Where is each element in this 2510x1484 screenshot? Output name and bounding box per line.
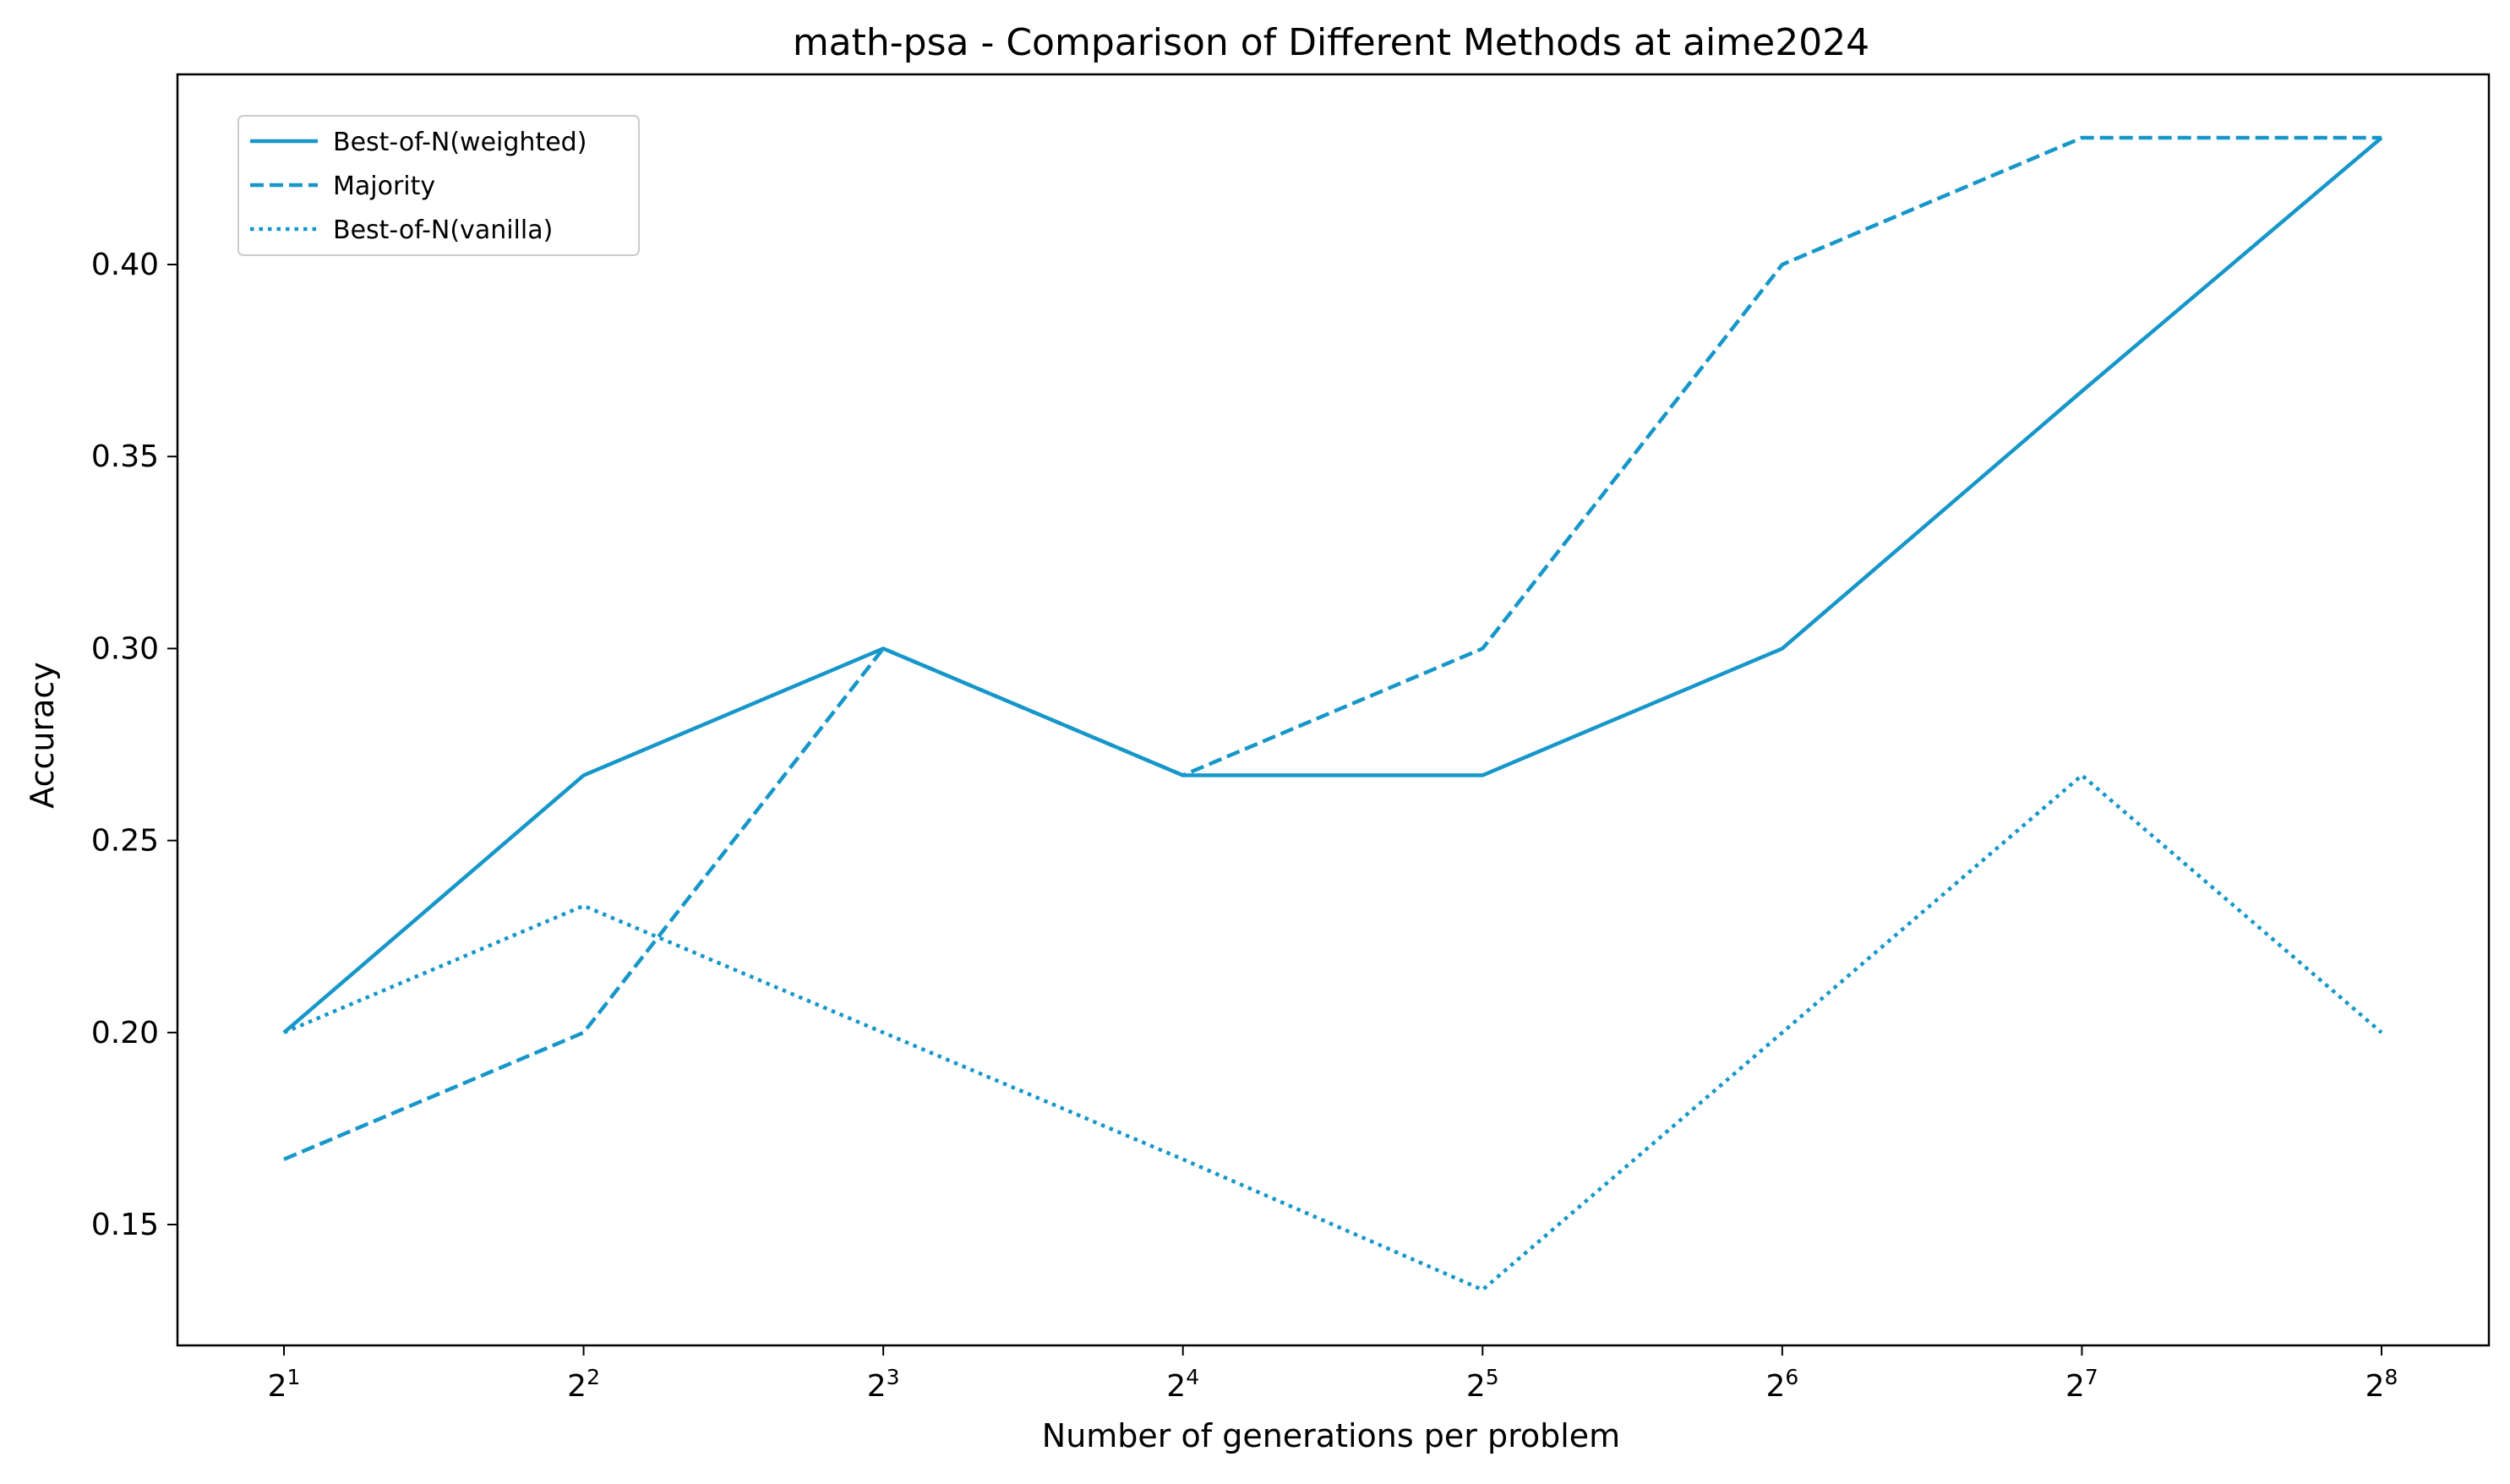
x-tick-label: 28 (2365, 1365, 2398, 1404)
y-tick-label: 0.40 (91, 248, 159, 282)
legend-label: Best-of-N(weighted) (333, 128, 587, 157)
legend-label: Best-of-N(vanilla) (333, 216, 553, 245)
x-tick-label: 24 (1166, 1365, 1199, 1404)
x-tick-label: 25 (1466, 1365, 1499, 1404)
x-tick-label: 23 (867, 1365, 900, 1404)
y-tick-label: 0.35 (91, 439, 159, 474)
x-tick-label: 22 (567, 1365, 600, 1404)
series-line-best-of-n-vanilla (283, 773, 2383, 1292)
x-tick-label: 21 (268, 1365, 301, 1404)
legend-label: Majority (333, 172, 435, 201)
legend: Best-of-N(weighted) Majority Best-of-N(van… (237, 115, 640, 256)
plot-area: 21 22 23 24 25 26 27 28 0.15 0.20 0.25 0.30 0.35 0.40 (91, 73, 2491, 1404)
plot-frame (176, 73, 2491, 1347)
y-tick-label: 0.25 (91, 824, 159, 859)
x-tick-label: 27 (2065, 1365, 2098, 1404)
x-tick-label: 26 (1765, 1365, 1798, 1404)
y-axis-label: Accuracy (24, 662, 61, 809)
series-line-majority (283, 135, 2382, 1161)
x-axis-label: Number of generations per problem (1042, 1417, 1620, 1454)
legend-box (237, 115, 640, 256)
y-tick-label: 0.30 (91, 631, 159, 666)
y-tick-label: 0.20 (91, 1016, 159, 1050)
series-line-best-of-n-weighted (282, 136, 2383, 1034)
y-tick-label: 0.15 (91, 1208, 159, 1242)
chart-title: math-psa - Comparison of Different Metho… (793, 21, 1869, 64)
